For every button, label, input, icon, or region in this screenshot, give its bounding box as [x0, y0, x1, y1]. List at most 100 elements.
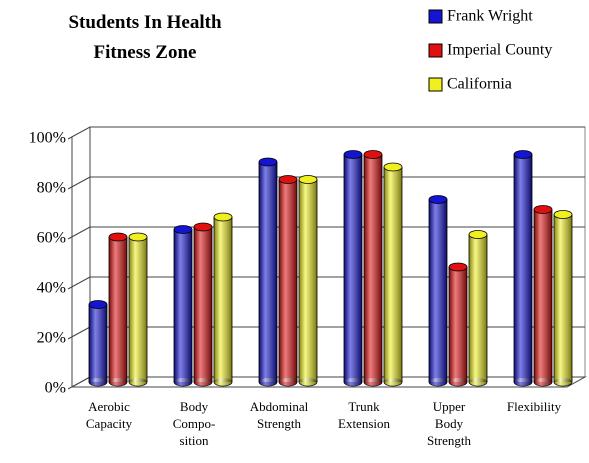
bar-top — [364, 151, 382, 159]
y-tick-label: 60% — [37, 230, 66, 247]
bar-top — [89, 301, 107, 309]
bar-top — [109, 233, 127, 241]
bar-shade-base — [194, 378, 212, 386]
bar-shade-base — [469, 378, 487, 386]
bar-top — [449, 263, 467, 271]
bar — [109, 233, 127, 386]
bar-shade — [429, 200, 447, 383]
bar — [364, 151, 382, 387]
bar — [534, 206, 552, 387]
x-tick-label: Flexibility — [492, 398, 576, 415]
legend-swatch — [429, 44, 442, 57]
x-tick-label: Aerobic Capacity — [67, 398, 151, 432]
bar — [344, 151, 362, 387]
bar-shade-base — [279, 378, 297, 386]
tick-mark — [68, 177, 90, 189]
bar-top — [344, 151, 362, 159]
bar-shade — [214, 217, 232, 382]
bar-shade-base — [534, 378, 552, 386]
bar-top — [129, 233, 147, 241]
bar-top — [299, 176, 317, 184]
bar-shade — [514, 155, 532, 383]
bar-shade-base — [514, 378, 532, 386]
bar-shade — [109, 237, 127, 382]
bar-shade-base — [89, 378, 107, 386]
legend-swatch — [429, 78, 442, 91]
bar-top — [469, 231, 487, 239]
bar-shade-base — [429, 378, 447, 386]
y-tick-label: 80% — [37, 180, 66, 197]
y-tick-label: 20% — [37, 330, 66, 347]
tick-mark — [68, 227, 90, 239]
bar-shade-base — [344, 378, 362, 386]
tick-mark — [68, 127, 90, 139]
tick-mark — [68, 277, 90, 289]
bar-shade-base — [554, 378, 572, 386]
bar-shade-base — [129, 378, 147, 386]
bar-shade-base — [449, 378, 467, 386]
bar-top — [554, 211, 572, 219]
bar-shade-base — [259, 378, 277, 386]
bar — [299, 176, 317, 387]
bar — [89, 301, 107, 387]
bar — [514, 151, 532, 387]
chart: 0% 20% 40% 60% 80% 100% Frank Wright Imperial C… — [0, 0, 589, 463]
bar-shade-base — [384, 378, 402, 386]
bar-top — [429, 196, 447, 204]
bar-shade — [344, 155, 362, 383]
x-tick-label: Body Compo- sition — [152, 398, 236, 449]
bar-shade — [194, 227, 212, 382]
bar — [554, 211, 572, 387]
bar-shade — [534, 210, 552, 383]
bar — [469, 231, 487, 387]
bar — [259, 158, 277, 386]
floor — [72, 377, 585, 387]
bar-top — [384, 163, 402, 171]
bar — [129, 233, 147, 386]
legend-label: Imperial County — [447, 42, 552, 59]
x-tick-label: Trunk Extension — [322, 398, 406, 432]
bar — [384, 163, 402, 386]
bar-top — [514, 151, 532, 159]
bar-top — [194, 223, 212, 231]
plot: 0% 20% 40% 60% 80% 100% Frank Wright Imperial C… — [0, 0, 589, 463]
bar — [214, 213, 232, 386]
bar-shade-base — [174, 378, 192, 386]
bar-shade — [469, 235, 487, 383]
bar — [194, 223, 212, 386]
bar-shade-base — [364, 378, 382, 386]
bar — [449, 263, 467, 386]
bar-shade-base — [299, 378, 317, 386]
bar-shade — [259, 162, 277, 382]
bar-top — [534, 206, 552, 214]
bar-top — [174, 226, 192, 234]
bar-shade-base — [214, 378, 232, 386]
bar-shade — [364, 155, 382, 383]
y-tick-label: 100% — [29, 130, 66, 147]
back-wall — [90, 127, 585, 377]
bar — [429, 196, 447, 387]
chart-title: Students In Health Fitness Zone — [20, 8, 270, 68]
y-tick-label: 0% — [45, 380, 66, 397]
legend-swatch — [429, 10, 442, 23]
bar-top — [279, 176, 297, 184]
tick-mark — [68, 327, 90, 339]
bar-top — [214, 213, 232, 221]
x-tick-label: Abdominal Strength — [237, 398, 321, 432]
bar-shade — [299, 180, 317, 383]
bar-top — [259, 158, 277, 166]
x-tick-label: Upper Body Strength — [407, 398, 491, 449]
bar — [279, 176, 297, 387]
bar-shade — [449, 267, 467, 382]
bar-shade — [89, 305, 107, 383]
legend-label: California — [447, 76, 512, 93]
bar-shade — [174, 230, 192, 383]
bar-shade — [129, 237, 147, 382]
bar — [174, 226, 192, 387]
bar-shade — [279, 180, 297, 383]
bar-shade-base — [109, 378, 127, 386]
y-tick-label: 40% — [37, 280, 66, 297]
legend-label: Frank Wright — [447, 8, 533, 25]
bar-shade — [384, 167, 402, 382]
bar-shade — [554, 215, 572, 383]
